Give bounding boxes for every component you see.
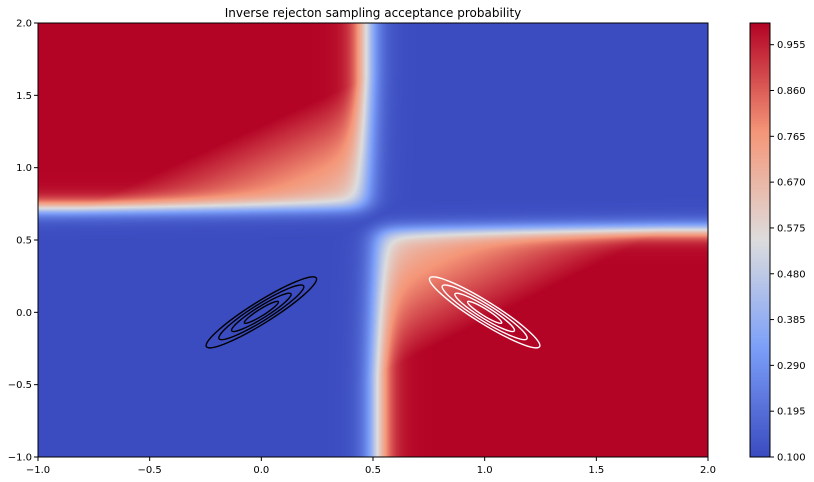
- x-tick-label: 2.0: [700, 465, 716, 476]
- y-axis: −1.0 −0.5 0.0 0.5 1.0 1.5 2.0: [8, 19, 38, 464]
- y-tick-label: −0.5: [8, 380, 32, 391]
- x-tick-label: −1.0: [26, 465, 50, 476]
- colorbar-tick-label: 0.195: [777, 407, 806, 418]
- x-tick-label: −0.5: [138, 465, 162, 476]
- x-tick-label: 1.0: [477, 465, 493, 476]
- colorbar-tick-label: 0.765: [777, 132, 806, 143]
- colorbar-tick-label: 0.480: [777, 269, 806, 280]
- colorbar-tick-label: 0.290: [777, 361, 806, 372]
- colorbar: 0.100 0.195 0.290 0.385 0.480 0.575 0.670 0.765…: [749, 22, 806, 464]
- x-axis: −1.0 −0.5 0.0 0.5 1.0 1.5 2.0: [26, 457, 716, 476]
- y-tick-label: 1.0: [16, 163, 32, 174]
- colorbar-tick-label: 0.575: [777, 223, 806, 234]
- y-tick-label: −1.0: [8, 453, 32, 464]
- colorbar-gradient: [750, 23, 770, 457]
- contour-line: [243, 300, 280, 325]
- contour-group: [205, 276, 541, 349]
- y-tick-label: 0.0: [16, 308, 32, 319]
- colorbar-tick-label: 0.670: [777, 178, 806, 189]
- colorbar-ticks: 0.100 0.195 0.290 0.385 0.480 0.575 0.670 0.765…: [770, 40, 806, 464]
- chart-title: Inverse rejecton sampling acceptance pro…: [225, 6, 522, 20]
- contour-line: [218, 284, 305, 341]
- contour-line: [230, 292, 292, 333]
- plot-area: [37, 22, 709, 458]
- y-tick-label: 2.0: [16, 19, 32, 30]
- colorbar-tick-label: 0.385: [777, 315, 806, 326]
- y-tick-label: 0.5: [16, 236, 32, 247]
- colorbar-tick-label: 0.100: [777, 453, 806, 464]
- x-tick-label: 1.5: [588, 465, 604, 476]
- contour-line: [441, 284, 528, 341]
- x-tick-label: 0.5: [365, 465, 381, 476]
- contour-line: [428, 276, 541, 349]
- y-tick-label: 1.5: [16, 91, 32, 102]
- colorbar-tick-label: 0.860: [777, 86, 806, 97]
- contour-line: [205, 276, 318, 349]
- colorbar-tick-label: 0.955: [777, 40, 806, 51]
- contour-line: [466, 300, 503, 325]
- contour-line: [454, 292, 516, 333]
- x-tick-label: 0.0: [253, 465, 269, 476]
- colorbar-frame: [749, 22, 771, 458]
- heatmap-image: [38, 23, 708, 457]
